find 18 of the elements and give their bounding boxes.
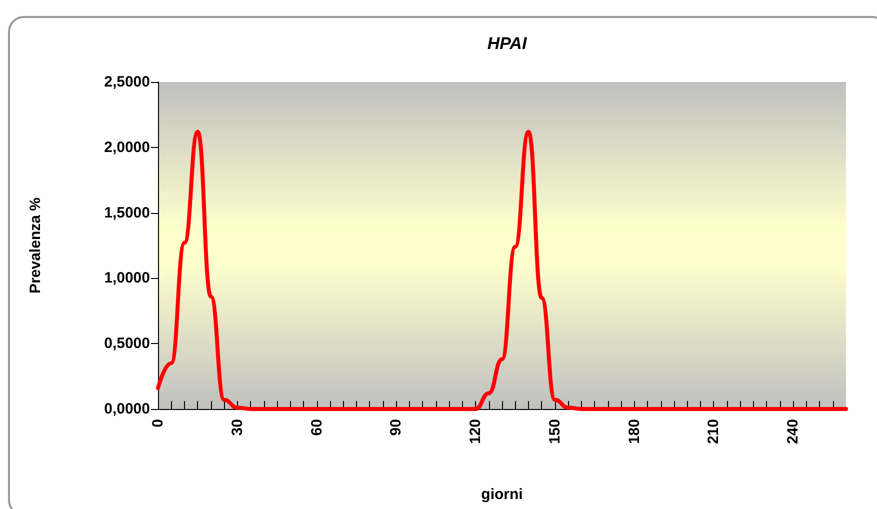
y-tick-label: 1,0000 — [104, 270, 150, 287]
x-axis-title: giorni — [481, 486, 523, 503]
y-tick-label: 0,0000 — [104, 400, 150, 418]
x-tick-label: 180 — [626, 419, 643, 444]
x-tick-label: 150 — [546, 419, 564, 444]
x-tick-label: 60 — [308, 419, 326, 436]
y-tick-label: 1,5000 — [104, 204, 150, 222]
x-tick-label: 240 — [784, 419, 802, 444]
x-tick-label: 90 — [388, 419, 405, 436]
x-tick-label: 120 — [467, 419, 484, 444]
y-tick-label: 2,5000 — [104, 74, 150, 90]
y-tick-label: 0,5000 — [104, 335, 150, 352]
y-tick-label: 2,0000 — [104, 138, 150, 156]
chart-title: HPAI — [487, 34, 528, 53]
x-tick-label: 30 — [228, 419, 246, 436]
y-axis-title: Prevalenza % — [27, 198, 44, 294]
x-tick-label: 210 — [705, 419, 722, 444]
x-tick-label: 0 — [150, 419, 166, 428]
